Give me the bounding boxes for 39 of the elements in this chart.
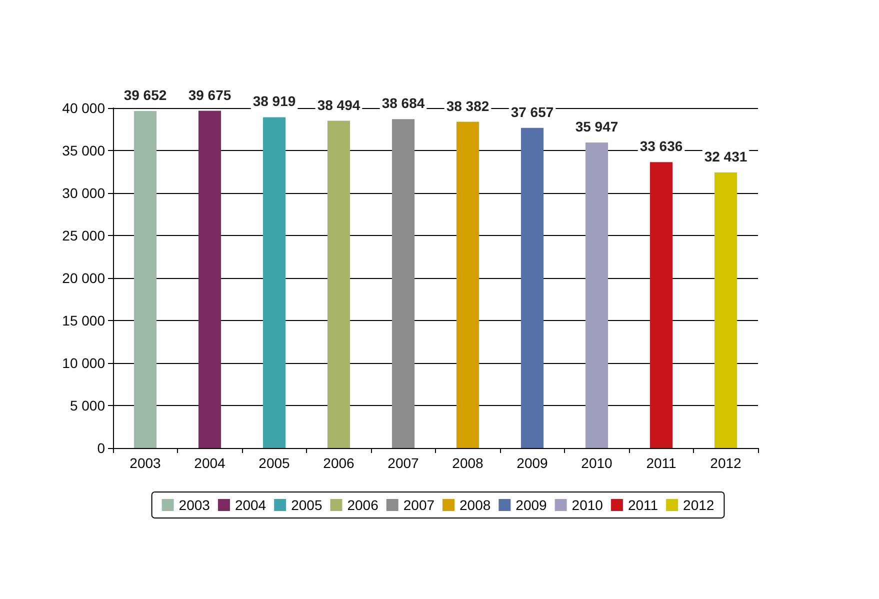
y-tick-label: 15 000 (62, 312, 106, 328)
y-tick-label: 20 000 (62, 270, 106, 286)
data-label: 38 919 (252, 93, 296, 110)
data-label: 38 494 (317, 96, 360, 113)
data-label: 39 652 (124, 86, 167, 103)
legend-label: 2008 (460, 497, 491, 513)
data-label: 38 382 (446, 98, 490, 114)
x-tick-label: 2003 (130, 455, 162, 471)
y-tick-label: 5 000 (70, 398, 106, 414)
legend-label: 2006 (347, 497, 379, 513)
y-tick-label: 0 (97, 440, 106, 456)
x-tick-label: 2012 (710, 455, 742, 471)
legend-label: 2003 (178, 497, 210, 513)
legend-label: 2010 (572, 497, 604, 513)
data-label: 33 636 (640, 138, 683, 154)
x-tick-label: 2007 (388, 455, 420, 471)
data-label: 35 947 (575, 118, 618, 134)
x-tick-label: 2010 (581, 455, 613, 471)
legend-label: 2012 (683, 497, 714, 513)
legend-label: 2007 (403, 497, 435, 513)
x-tick-label: 2005 (258, 455, 290, 471)
y-tick-label: 10 000 (62, 355, 106, 371)
legend-label: 2005 (291, 497, 322, 513)
legend-label: 2011 (628, 497, 658, 513)
data-label: 38 684 (382, 95, 425, 112)
x-tick-label: 2011 (646, 455, 677, 471)
data-label: 39 675 (188, 86, 232, 103)
legend-label: 2004 (234, 497, 266, 513)
y-tick-label: 40 000 (62, 100, 106, 116)
x-tick-label: 2004 (194, 455, 226, 471)
legend-label: 2009 (516, 497, 548, 513)
data-label: 37 657 (510, 104, 554, 120)
x-tick-label: 2006 (323, 455, 355, 471)
x-tick-label: 2008 (452, 455, 484, 471)
y-tick-label: 35 000 (62, 142, 106, 158)
y-tick-label: 30 000 (62, 185, 106, 201)
data-label: 32 431 (704, 148, 748, 164)
x-tick-label: 2009 (516, 455, 548, 471)
y-tick-label: 25 000 (62, 228, 106, 244)
